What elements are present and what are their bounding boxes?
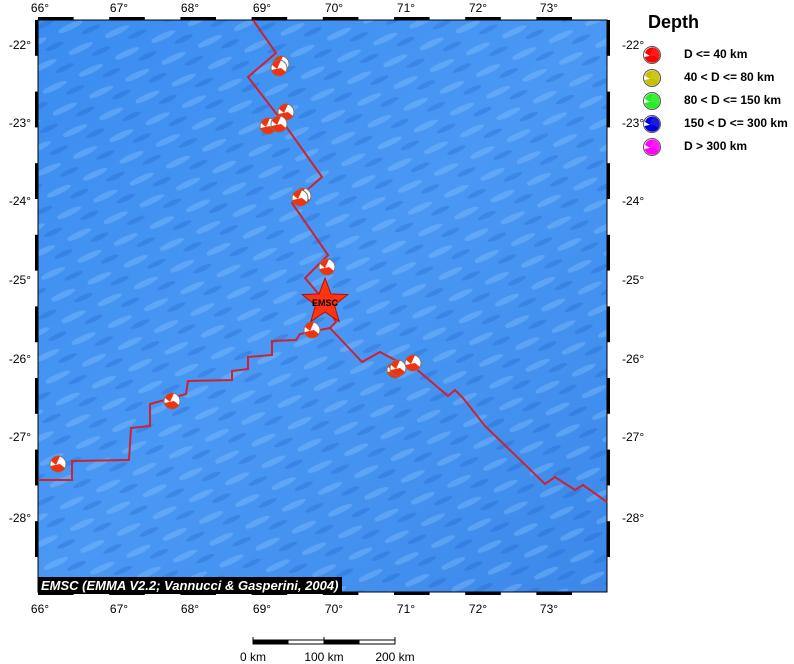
lon-tick-label: 66° <box>31 1 49 15</box>
lat-tick-label: -27° <box>9 430 31 444</box>
lon-tick-label: 69° <box>253 602 271 616</box>
lon-tick-label: 70° <box>325 1 343 15</box>
legend-label: 80 < D <= 150 km <box>684 93 782 107</box>
lon-tick-label: 73° <box>540 1 558 15</box>
plate-boundary-sw <box>38 327 331 481</box>
lon-tick-label: 69° <box>253 1 271 15</box>
beachball-icon <box>643 115 661 133</box>
lat-tick-label: -28° <box>9 511 31 525</box>
lon-tick-label: 70° <box>325 602 343 616</box>
lon-tick-label: 72° <box>469 602 487 616</box>
lon-tick-label: 68° <box>181 1 199 15</box>
scale-label-0: 0 km <box>239 650 267 664</box>
lat-tick-label: -27° <box>622 430 644 444</box>
beachball-icon <box>643 46 661 64</box>
legend-item: 40 < D <= 80 km <box>640 69 794 89</box>
legend-item: 150 < D <= 300 km <box>640 115 794 135</box>
map-frame <box>35 17 610 595</box>
focal-mechanism[interactable] <box>389 359 407 377</box>
lon-tick-label: 67° <box>110 1 128 15</box>
lon-tick-label: 66° <box>31 602 49 616</box>
lat-tick-label: -28° <box>622 511 644 525</box>
legend-label: D <= 40 km <box>684 47 748 61</box>
legend-title: Depth <box>648 12 699 32</box>
focal-mechanism[interactable] <box>303 321 321 339</box>
lat-tick-label: -25° <box>9 273 31 287</box>
lat-tick-label: -25° <box>622 273 644 287</box>
focal-mechanism[interactable] <box>270 115 288 133</box>
lat-tick-label: -23° <box>9 116 31 130</box>
lat-tick-label: -22° <box>622 38 644 52</box>
beachball-icon <box>643 138 661 156</box>
lat-tick-label: -23° <box>622 116 644 130</box>
legend-item: 80 < D <= 150 km <box>640 92 794 112</box>
lon-tick-label: 67° <box>110 602 128 616</box>
lon-tick-label: 71° <box>397 1 415 15</box>
epicenter-label: EMSC <box>312 298 339 308</box>
lat-tick-label: -26° <box>622 352 644 366</box>
map-credit: EMSC (EMMA V2.2; Vannucci & Gasperini, 2… <box>38 577 343 594</box>
focal-mechanism[interactable] <box>270 59 288 77</box>
scale-label-100: 100 km <box>304 650 344 664</box>
beachball-icon <box>643 69 661 87</box>
legend-label: D > 300 km <box>684 139 748 153</box>
legend-label: 150 < D <= 300 km <box>684 116 788 130</box>
lon-tick-label: 68° <box>181 602 199 616</box>
beachball-icon <box>643 92 661 110</box>
lon-tick-label: 71° <box>397 602 415 616</box>
lat-tick-label: -22° <box>9 38 31 52</box>
epicenter-star[interactable]: EMSC <box>300 276 350 323</box>
plate-boundary-se <box>329 327 608 503</box>
lat-tick-label: -24° <box>622 194 644 208</box>
legend-item: D > 300 km <box>640 138 794 158</box>
focal-mechanism[interactable] <box>163 392 181 410</box>
scale-label-200: 200 km <box>375 650 415 664</box>
legend-label: 40 < D <= 80 km <box>684 70 775 84</box>
lat-tick-label: -26° <box>9 352 31 366</box>
focal-mechanism[interactable] <box>291 189 309 207</box>
scale-bar <box>252 637 396 645</box>
legend-item: D <= 40 km <box>640 46 794 66</box>
lon-tick-label: 72° <box>469 1 487 15</box>
focal-mechanism[interactable] <box>318 258 336 276</box>
focal-mechanism[interactable] <box>49 455 67 473</box>
focal-mechanism[interactable] <box>404 354 422 372</box>
lon-tick-label: 73° <box>540 602 558 616</box>
focal-mechanism[interactable] <box>277 103 295 121</box>
lat-tick-label: -24° <box>9 194 31 208</box>
